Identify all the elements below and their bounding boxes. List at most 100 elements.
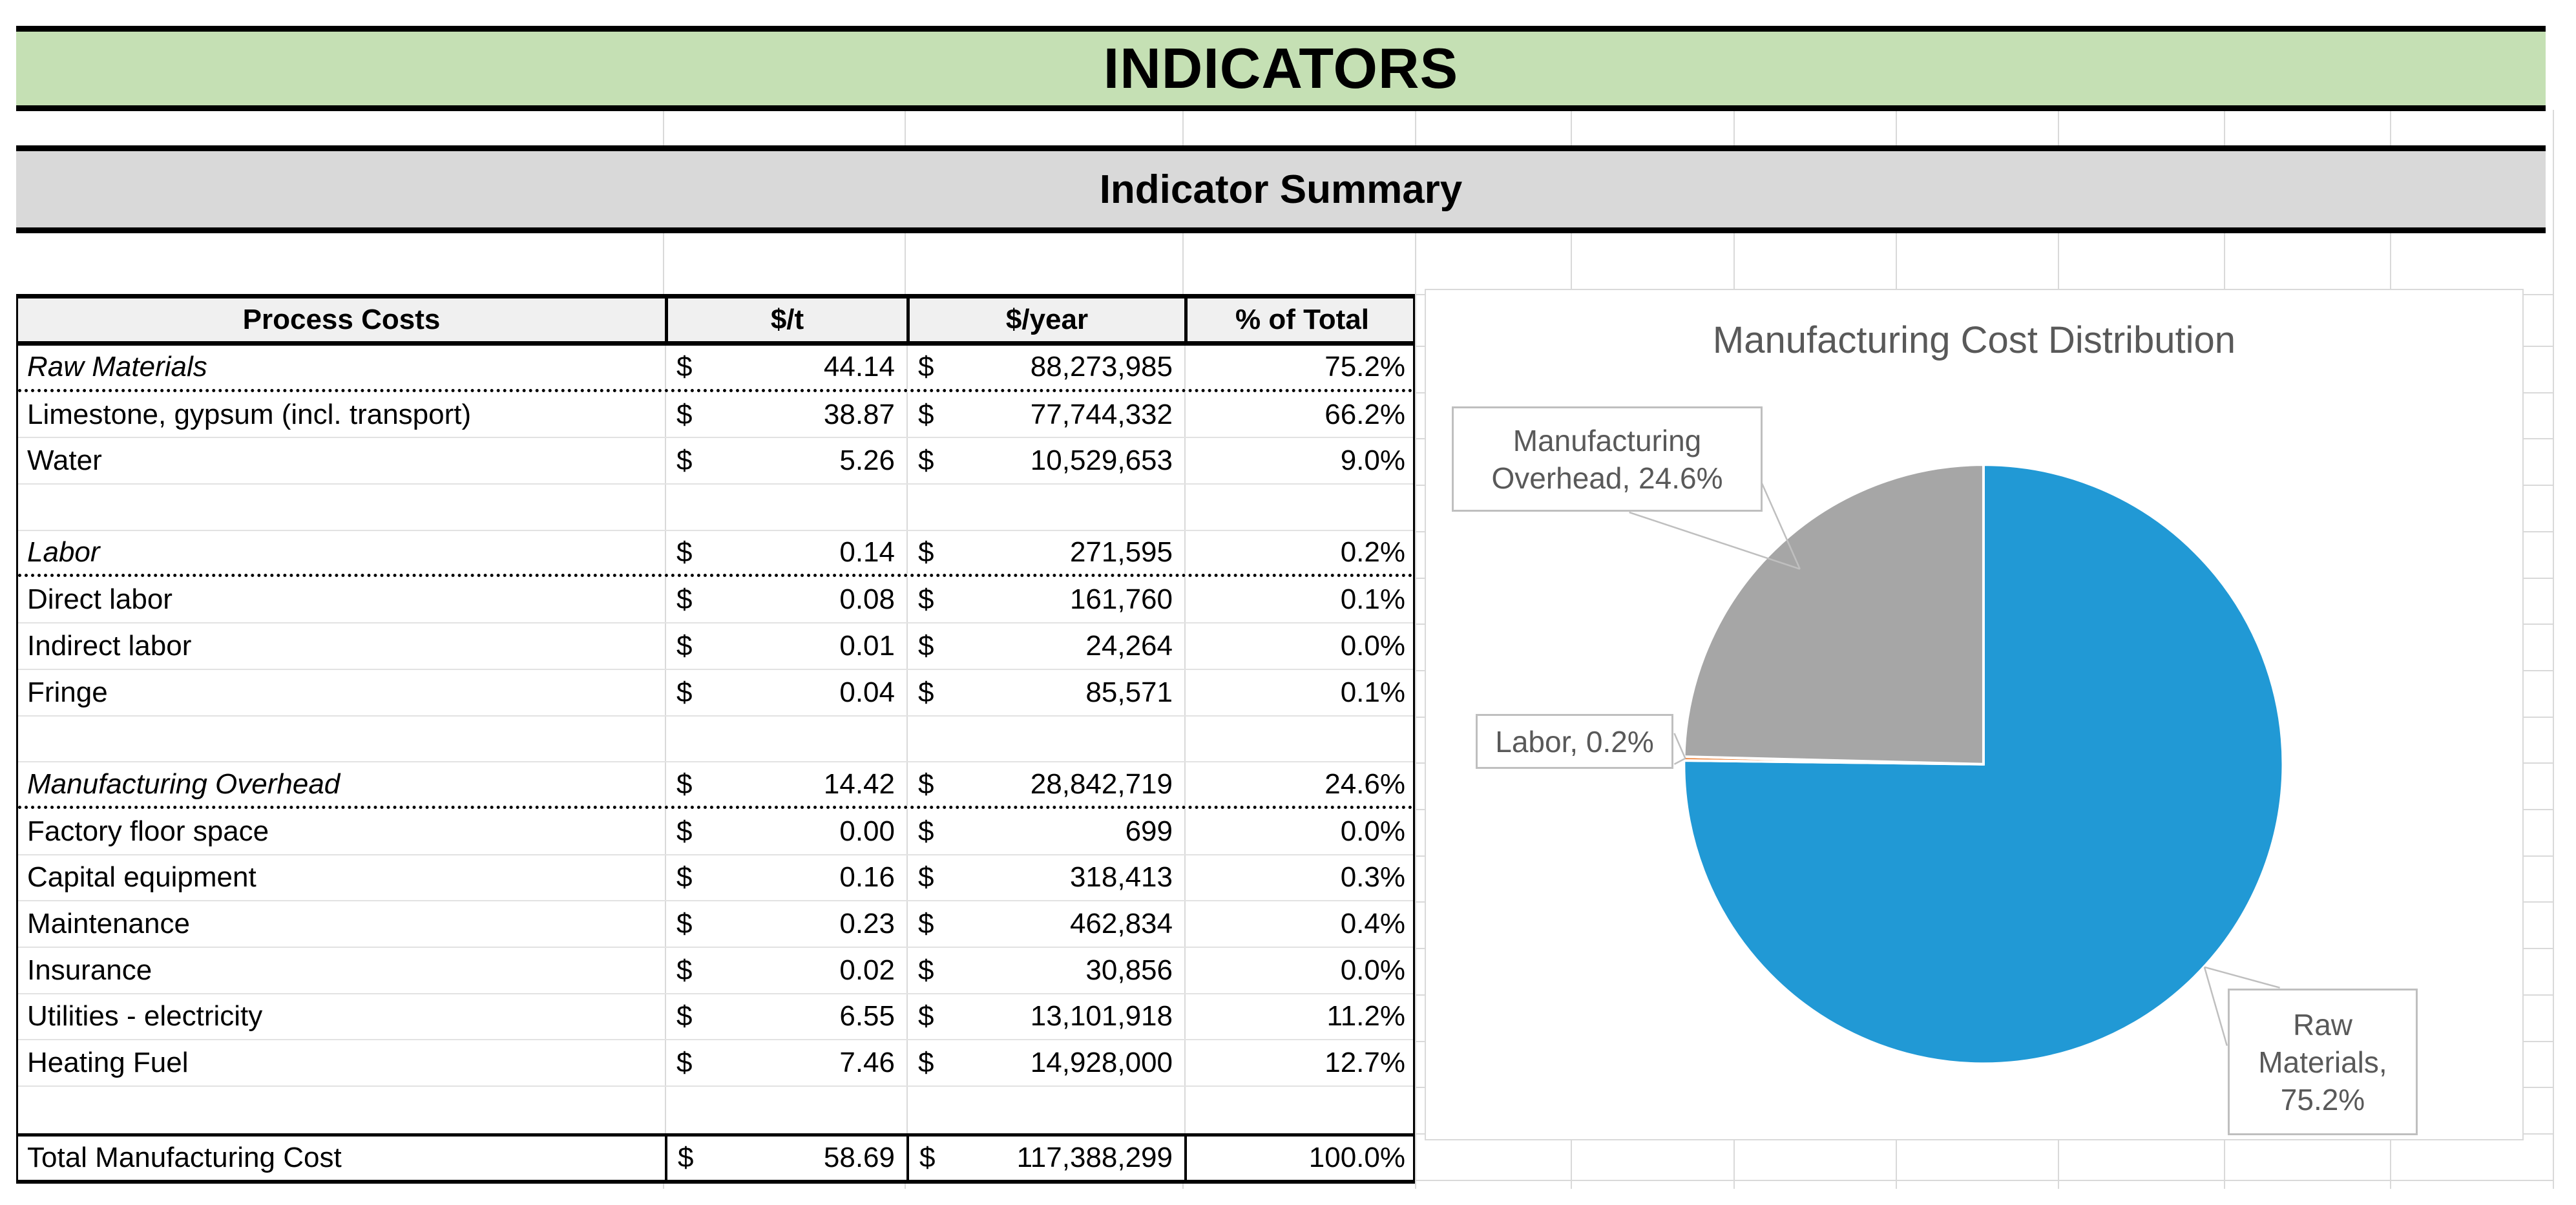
cell-per-year[interactable]: $24,264	[906, 623, 1184, 669]
cell-per-ton[interactable]	[665, 716, 906, 762]
cell-per-ton[interactable]: $0.14	[665, 530, 906, 574]
cell-per-year[interactable]: $271,595	[906, 530, 1184, 574]
cell-per-ton[interactable]: $0.16	[665, 855, 906, 901]
cell-label[interactable]: Water	[27, 445, 102, 477]
table-row[interactable]: Factory floor space $0.00 $699 0.0%	[18, 808, 1413, 855]
pie-slice-manufacturing-overhead[interactable]	[1682, 463, 1985, 766]
cell-per-ton[interactable]: $0.02	[665, 947, 906, 993]
pie-slice-raw-materials[interactable]	[1682, 463, 2285, 1065]
cell-per-ton[interactable]	[665, 485, 906, 530]
cell-per-ton[interactable]: $5.26	[665, 438, 906, 484]
table-row[interactable]	[18, 1087, 1413, 1133]
cell-label[interactable]: Capital equipment	[27, 861, 257, 894]
table-header-row[interactable]: Process Costs $/t $/year% of Total	[18, 294, 1413, 346]
table-row[interactable]	[18, 716, 1413, 763]
cell-per-ton[interactable]: $38.87	[665, 392, 906, 437]
cell-percent[interactable]: 0.2%	[1184, 530, 1417, 574]
cell-per-year[interactable]	[906, 716, 1184, 762]
cell-label[interactable]	[18, 717, 665, 762]
table-row[interactable]: Manufacturing Overhead $14.42 $28,842,719 2…	[18, 762, 1413, 809]
cell-per-year[interactable]: $699	[906, 808, 1184, 854]
cell-percent[interactable]: 0.1%	[1184, 577, 1417, 623]
cell-percent[interactable]: 24.6%	[1184, 762, 1417, 806]
table-row[interactable]: Raw Materials $44.14 $88,273,985 75.2%	[18, 346, 1413, 392]
process-costs-table[interactable]: Process Costs $/t $/year% of Total Raw Mate…	[16, 294, 1415, 1184]
cell-per-ton[interactable]: $0.23	[665, 901, 906, 947]
cell-per-ton[interactable]: $7.46	[665, 1040, 906, 1085]
indicator-summary-banner[interactable]: Indicator Summary	[16, 145, 2546, 233]
cell-label[interactable]: Maintenance	[27, 908, 190, 940]
cell-per-year[interactable]: $14,928,000	[906, 1040, 1184, 1085]
table-row[interactable]: Insurance $0.02 $30,856 0.0%	[18, 947, 1413, 994]
cell-per-ton[interactable]	[665, 1087, 906, 1133]
cell-label[interactable]: Indirect labor	[27, 629, 192, 662]
table-row[interactable]: Heating Fuel $7.46 $14,928,000 12.7%	[18, 1040, 1413, 1087]
cell-per-ton[interactable]: $44.14	[665, 346, 906, 389]
cell-label[interactable]	[18, 485, 665, 530]
table-row[interactable]: Limestone, gypsum (incl. transport) $38.8…	[18, 392, 1413, 439]
cell-label[interactable]: Factory floor space	[27, 815, 269, 847]
table-row[interactable]: Utilities - electricity $6.55 $13,101,918 1…	[18, 994, 1413, 1041]
cell-per-year[interactable]: $318,413	[906, 855, 1184, 901]
cell-per-ton[interactable]: $6.55	[665, 994, 906, 1040]
cell-per-year[interactable]: $161,760	[906, 577, 1184, 623]
table-row[interactable]: Labor $0.14 $271,595 0.2%	[18, 530, 1413, 578]
pie-chart[interactable]: Manufacturing Cost Distribution Manufact…	[1425, 289, 2524, 1140]
cell-percent[interactable]: 0.0%	[1184, 808, 1417, 854]
cell-per-year[interactable]: $13,101,918	[906, 994, 1184, 1040]
table-row[interactable]: Maintenance $0.23 $462,834 0.4%	[18, 901, 1413, 948]
cell-percent[interactable]	[1184, 485, 1417, 530]
cell-percent[interactable]: 0.0%	[1184, 947, 1417, 993]
cell-percent[interactable]: 100.0%	[1184, 1136, 1417, 1180]
cell-percent[interactable]: 11.2%	[1184, 994, 1417, 1040]
cell-percent[interactable]	[1184, 716, 1417, 762]
cell-per-year[interactable]: $462,834	[906, 901, 1184, 947]
cell-per-year[interactable]	[906, 1087, 1184, 1133]
cell-label[interactable]: Raw Materials	[27, 351, 207, 383]
cell-label[interactable]: Limestone, gypsum (incl. transport)	[27, 398, 472, 430]
cell-percent[interactable]: 66.2%	[1184, 392, 1417, 437]
cell-per-ton[interactable]: $58.69	[665, 1136, 906, 1180]
cell-percent[interactable]: 9.0%	[1184, 438, 1417, 484]
cell-per-year[interactable]: $77,744,332	[906, 392, 1184, 437]
cell-per-ton[interactable]: $0.04	[665, 669, 906, 715]
cell-label[interactable]: Manufacturing Overhead	[27, 768, 340, 800]
cell-label[interactable]: Heating Fuel	[27, 1047, 189, 1079]
callout-labor[interactable]: Labor, 0.2%	[1476, 714, 1673, 769]
cell-label[interactable]	[18, 1087, 665, 1133]
cell-per-year[interactable]: $117,388,299	[906, 1136, 1184, 1180]
table-row[interactable]: Capital equipment $0.16 $318,413 0.3%	[18, 855, 1413, 902]
cell-percent[interactable]: 12.7%	[1184, 1040, 1417, 1085]
indicators-banner[interactable]: INDICATORS	[16, 26, 2546, 111]
cell-per-ton[interactable]: $0.00	[665, 808, 906, 854]
cell-percent[interactable]: 0.0%	[1184, 623, 1417, 669]
header-cell[interactable]: $/t	[665, 299, 906, 341]
callout-raw-materials[interactable]: Raw Materials, 75.2%	[2228, 989, 2418, 1135]
cell-label[interactable]: Fringe	[27, 676, 108, 708]
cell-label[interactable]: Labor	[27, 536, 100, 569]
cell-label[interactable]: Total Manufacturing Cost	[27, 1142, 342, 1174]
cell-label[interactable]: Insurance	[27, 954, 152, 986]
table-row[interactable]	[18, 485, 1413, 531]
cell-label[interactable]: Utilities - electricity	[27, 1000, 263, 1032]
cell-percent[interactable]	[1184, 1087, 1417, 1133]
cell-per-year[interactable]: $28,842,719	[906, 762, 1184, 806]
cell-percent[interactable]: 75.2%	[1184, 346, 1417, 389]
cell-per-year[interactable]: $85,571	[906, 669, 1184, 715]
cell-per-ton[interactable]: $14.42	[665, 762, 906, 806]
table-row[interactable]: Water $5.26 $10,529,653 9.0%	[18, 438, 1413, 485]
header-cell[interactable]: Process Costs	[242, 304, 441, 335]
header-cell[interactable]: % of Total	[1184, 299, 1417, 341]
cell-per-year[interactable]: $10,529,653	[906, 438, 1184, 484]
callout-manufacturing-overhead[interactable]: Manufacturing Overhead, 24.6%	[1452, 406, 1763, 512]
cell-per-year[interactable]: $30,856	[906, 947, 1184, 993]
table-row[interactable]: Indirect labor $0.01 $24,264 0.0%	[18, 623, 1413, 670]
chart-title[interactable]: Manufacturing Cost Distribution	[1712, 319, 2236, 361]
cell-percent[interactable]: 0.1%	[1184, 669, 1417, 715]
cell-per-ton[interactable]: $0.01	[665, 623, 906, 669]
cell-per-year[interactable]	[906, 485, 1184, 530]
cell-per-ton[interactable]: $0.08	[665, 577, 906, 623]
header-cell[interactable]: $/year	[906, 299, 1184, 341]
table-row[interactable]: Fringe $0.04 $85,571 0.1%	[18, 669, 1413, 717]
cell-label[interactable]: Direct labor	[27, 583, 173, 616]
